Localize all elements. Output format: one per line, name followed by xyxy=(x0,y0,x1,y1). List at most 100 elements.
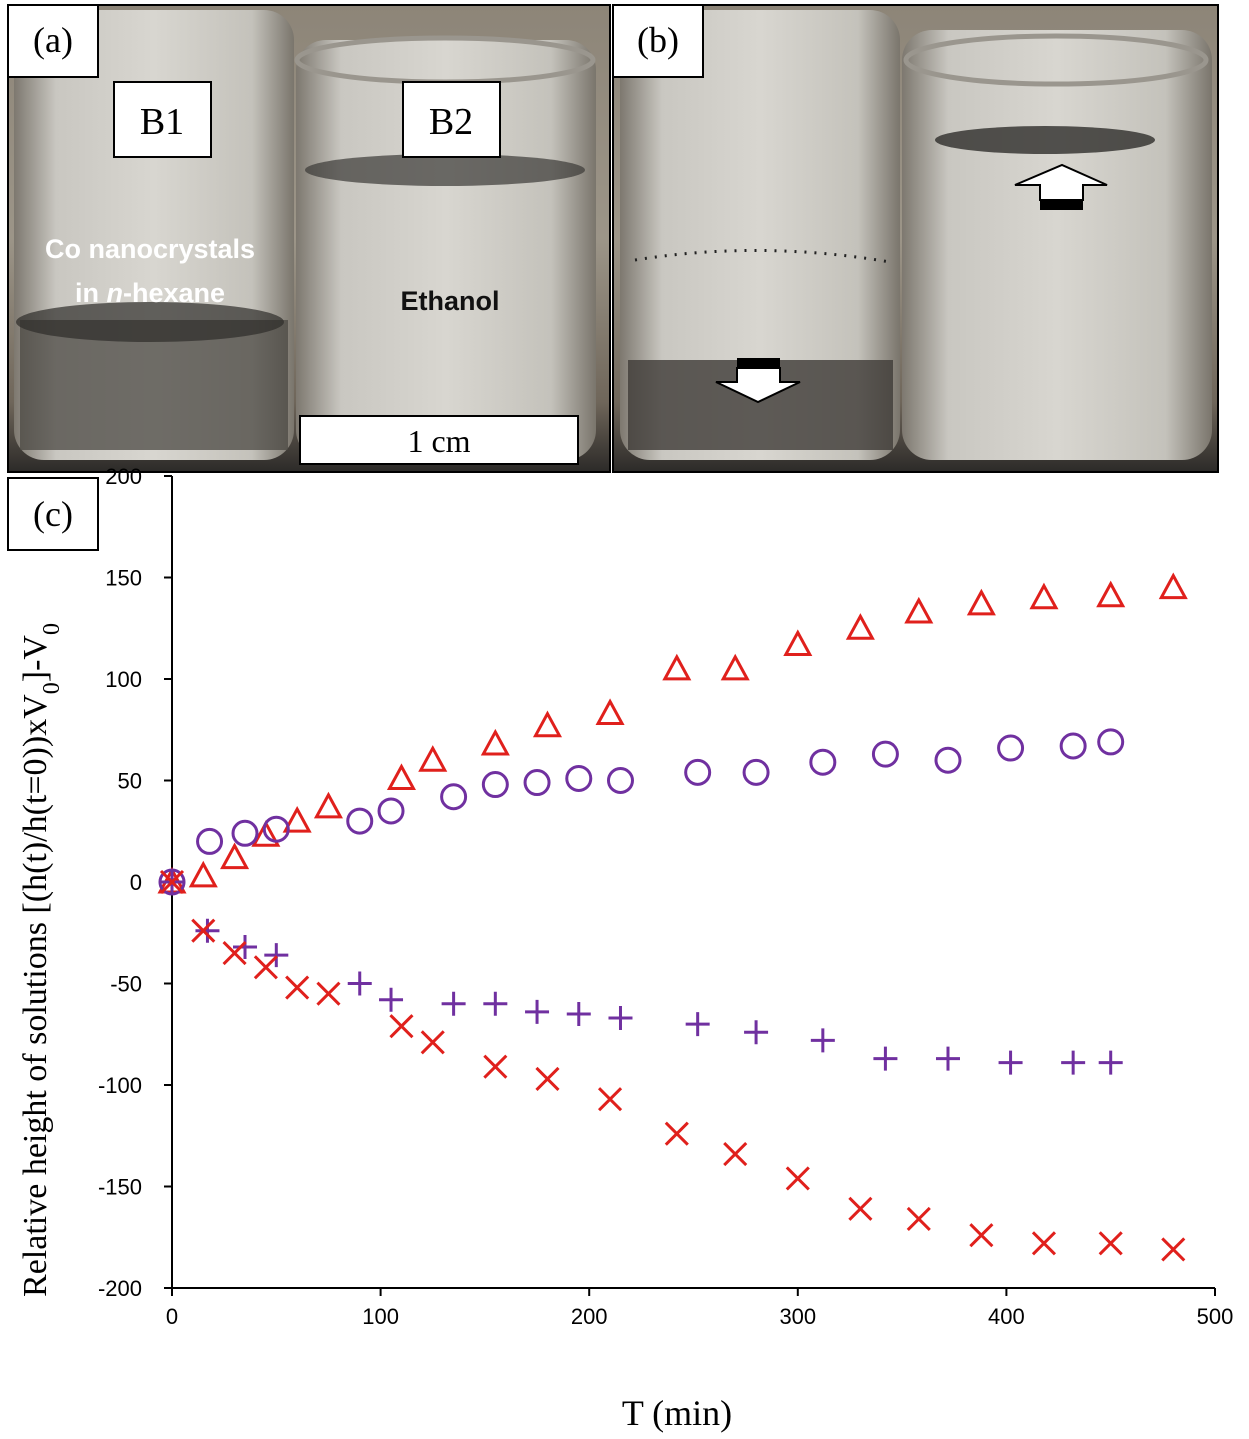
circle-marker xyxy=(1059,732,1087,760)
cross-marker xyxy=(1098,1231,1123,1256)
circle-marker xyxy=(196,827,224,855)
cross-marker xyxy=(906,1206,931,1232)
cross-marker xyxy=(420,1030,445,1055)
circle-marker xyxy=(231,819,259,847)
cross-marker xyxy=(316,981,341,1006)
x-tick-label: 500 xyxy=(1197,1304,1234,1329)
triangle-marker xyxy=(966,588,996,616)
panel-label: (b) xyxy=(637,20,679,60)
triangle-marker xyxy=(904,596,934,624)
cross-marker xyxy=(389,1014,414,1039)
circle-marker xyxy=(523,769,551,797)
x-tick-label: 300 xyxy=(779,1304,816,1329)
cross-marker xyxy=(285,975,310,1000)
plus-marker xyxy=(441,991,466,1016)
cross-marker xyxy=(785,1166,810,1191)
plus-marker xyxy=(566,1001,591,1026)
caption: in n-hexane xyxy=(75,278,225,308)
cross-marker xyxy=(159,869,185,895)
plus-marker xyxy=(347,971,372,996)
cross-marker xyxy=(253,955,278,980)
plus-marker xyxy=(744,1020,769,1045)
circle-marker xyxy=(440,783,468,811)
circle-marker xyxy=(346,807,374,835)
plus-marker xyxy=(1098,1050,1123,1075)
y-axis-label: Relative height of solutions [(h(t)/h(t=… xyxy=(17,623,65,1297)
triangle-marker xyxy=(313,791,343,819)
triangle-marker xyxy=(1158,572,1188,600)
y-tick-label: 100 xyxy=(105,667,142,692)
plus-marker xyxy=(233,934,258,959)
circle-marker xyxy=(1097,728,1125,756)
triangle-marker xyxy=(720,653,750,681)
photo-b: (b) xyxy=(612,4,1219,473)
y-tick-label: -150 xyxy=(98,1175,142,1200)
plus-marker xyxy=(810,1028,835,1053)
y-tick-label: 50 xyxy=(118,769,142,794)
plus-marker xyxy=(935,1046,960,1071)
triangle-marker xyxy=(480,728,510,756)
circle-marker xyxy=(997,734,1025,762)
triangle-marker xyxy=(783,629,813,656)
plus-marker xyxy=(608,1006,633,1031)
triangle-marker xyxy=(662,653,692,681)
plus-marker xyxy=(998,1050,1023,1075)
jar-label: B1 xyxy=(140,101,184,143)
plus-marker xyxy=(1061,1050,1086,1075)
circle-marker xyxy=(481,771,509,799)
circle-marker xyxy=(742,758,770,786)
caption-part: -hexane xyxy=(123,278,225,308)
x-tick-label: 100 xyxy=(362,1304,399,1329)
cross-marker xyxy=(723,1141,748,1167)
plus-marker xyxy=(873,1046,898,1071)
photo-a: (a) B1 B2 Co nanocrystals in n-hexane Et… xyxy=(7,4,611,473)
plot: -200 -150 -100 -50 0 50 100 150 200 0 100 200 300 400… xyxy=(98,464,1233,1329)
y-tick-label: 200 xyxy=(105,464,142,489)
scale-label: 1 cm xyxy=(407,423,470,459)
triangle-marker xyxy=(532,710,563,738)
y-tick-label: 150 xyxy=(105,566,142,591)
y-tick-label: -50 xyxy=(110,972,142,997)
triangle-marker xyxy=(220,842,250,870)
triangle-marker xyxy=(595,698,625,726)
circle-marker xyxy=(262,815,290,843)
y-tick-label: -200 xyxy=(98,1276,142,1301)
cross-marker xyxy=(222,940,247,966)
plus-marker xyxy=(264,943,289,968)
x-tick-label: 200 xyxy=(571,1304,608,1329)
label-part: 0 xyxy=(39,682,65,694)
plus-marker xyxy=(685,1012,710,1037)
cross-marker xyxy=(1031,1231,1057,1256)
x-axis-label: T (min) xyxy=(622,1393,732,1433)
circle-marker xyxy=(684,758,712,786)
cross-marker xyxy=(969,1223,994,1248)
triangle-marker xyxy=(251,820,281,847)
cross-marker xyxy=(664,1121,689,1146)
y-tick-label: -100 xyxy=(98,1073,142,1098)
cross-marker xyxy=(191,918,216,943)
circle-marker xyxy=(565,764,593,792)
panel-label: (c) xyxy=(33,494,73,534)
plus-marker xyxy=(195,918,220,943)
circle-marker xyxy=(934,746,962,774)
circle-marker xyxy=(606,767,634,794)
cross-marker xyxy=(483,1054,508,1079)
caption: Ethanol xyxy=(401,286,500,316)
caption-part: in xyxy=(75,278,107,308)
label-part: Relative height of solutions [(h(t)/h(t=… xyxy=(17,694,54,1297)
label-part: 0 xyxy=(39,623,65,635)
circle-marker xyxy=(377,797,405,825)
cross-marker xyxy=(535,1066,560,1091)
panel-label: (a) xyxy=(33,20,73,60)
triangle-marker xyxy=(845,613,875,640)
x-tick-label: 400 xyxy=(988,1304,1025,1329)
triangle-marker xyxy=(1096,580,1126,608)
caption: Co nanocrystals xyxy=(45,234,255,264)
plus-marker xyxy=(379,987,404,1012)
plus-marker xyxy=(525,999,550,1024)
cross-marker xyxy=(597,1087,623,1112)
panel-label-box xyxy=(7,477,99,551)
triangle-marker xyxy=(418,745,448,772)
triangle-marker xyxy=(386,763,416,790)
